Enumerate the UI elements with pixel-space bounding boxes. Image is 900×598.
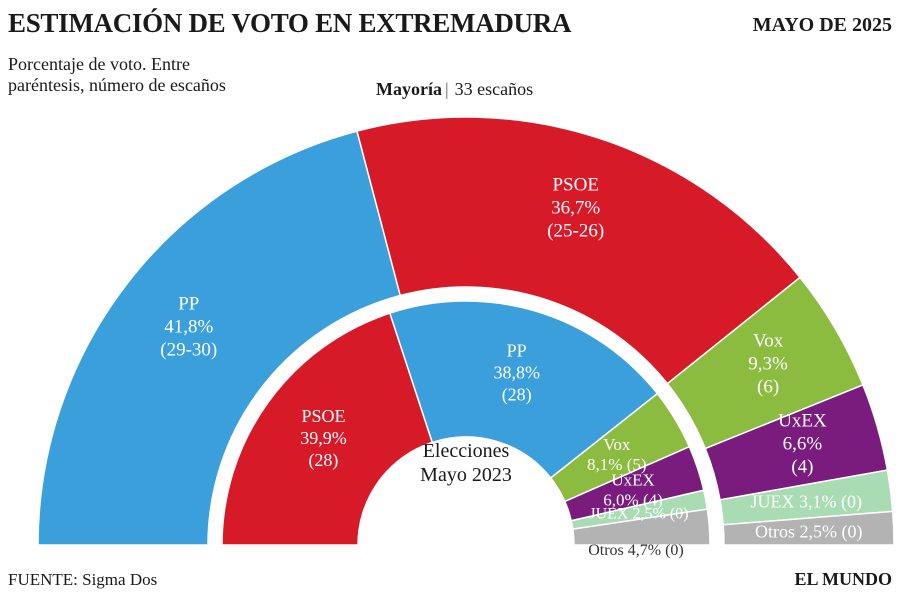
inner-label-pp-line: 38,8% (493, 362, 540, 382)
outer-label-vox: Vox 9,3% (6) (748, 330, 788, 397)
source-note: FUENTE: Sigma Dos (8, 570, 158, 589)
outer-label-uxex: UxEX 6,6% (4) (778, 410, 827, 477)
outer-label-pp-line: PP (178, 293, 199, 314)
inner-label-pp-line: (28) (502, 384, 532, 405)
majority-separator: | (444, 79, 449, 99)
inner-slice-otros (571, 508, 711, 546)
outer-label-uxex-line: 6,6% (783, 433, 823, 454)
inner-slice-pp (388, 300, 659, 480)
outer-slice-psoe (356, 116, 802, 385)
inner-ring-2023 (221, 300, 711, 546)
outer-label-juex-line: JUEX 3,1% (0) (750, 491, 861, 512)
subtitle: Porcentaje de voto. Entre paréntesis, nú… (8, 54, 226, 95)
outer-label-pp-line: 41,8% (164, 316, 213, 337)
page-title: ESTIMACIÓN DE VOTO EN EXTREMADURA (8, 8, 572, 38)
outer-label-uxex-line: UxEX (778, 410, 827, 431)
outer-label-otros: Otros 2,5% (0) (755, 522, 862, 543)
outer-ring-2025 (37, 116, 895, 546)
inner-label-pp-line: PP (507, 340, 527, 360)
outer-label-vox-line: (6) (757, 376, 779, 397)
inner-label-vox-line: 8,1% (5) (587, 455, 646, 474)
date-label: MAYO DE 2025 (752, 14, 892, 36)
outer-slice-pp (37, 130, 402, 546)
inner-slice-psoe (221, 312, 434, 546)
inner-label-vox: Vox 8,1% (5) (587, 435, 646, 474)
majority-note: Mayoría | 33 escaños (376, 79, 533, 100)
inner-center-title-line: Mayo 2023 (420, 464, 512, 486)
inner-label-uxex-line: UxEX (611, 471, 654, 490)
outer-label-pp: PP 41,8% (29-30) (160, 293, 217, 360)
inner-label-otros-line: Otros 4,7% (0) (588, 542, 684, 559)
majority-label: Mayoría (376, 79, 442, 99)
inner-center-title-line: Elecciones (423, 440, 510, 462)
inner-label-uxex: UxEX 6,0% (4) (603, 471, 662, 510)
inner-label-juex-line: JUEX 2,5% (0) (589, 505, 688, 522)
majority-value: 33 escaños (454, 79, 534, 99)
outer-label-psoe-line: 36,7% (551, 198, 600, 219)
outer-label-psoe-line: PSOE (552, 175, 598, 196)
outer-label-psoe-line: (25-26) (547, 221, 604, 242)
inner-label-psoe: PSOE 39,9% (28) (300, 406, 347, 471)
inner-label-psoe-line: 39,9% (300, 428, 347, 448)
outer-label-uxex-line: (4) (791, 456, 813, 477)
inner-label-psoe-line: (28) (308, 450, 338, 471)
outer-label-psoe: PSOE 36,7% (25-26) (547, 175, 604, 242)
inner-center-title: Elecciones Mayo 2023 (420, 440, 512, 486)
inner-label-psoe-line: PSOE (301, 406, 345, 426)
outer-label-pp-line: (29-30) (160, 339, 217, 360)
brand-logo: EL MUNDO (794, 569, 892, 589)
outer-label-juex: JUEX 3,1% (0) (750, 491, 861, 512)
inner-label-juex: JUEX 2,5% (0) (589, 505, 688, 522)
outer-label-vox-line: Vox (753, 330, 784, 351)
inner-label-vox-line: Vox (603, 435, 631, 454)
inner-label-otros: Otros 4,7% (0) (588, 542, 684, 559)
outer-label-vox-line: 9,3% (748, 353, 788, 374)
outer-label-otros-line: Otros 2,5% (0) (755, 522, 862, 543)
slice-labels: PP 41,8% (29-30)PSOE 36,7% (25-26)Vox 9,3% (6)… (160, 175, 862, 559)
outer-slice-otros (722, 510, 895, 546)
inner-label-pp: PP 38,8% (28) (493, 340, 540, 405)
inner-label-uxex-line: 6,0% (4) (603, 491, 662, 510)
